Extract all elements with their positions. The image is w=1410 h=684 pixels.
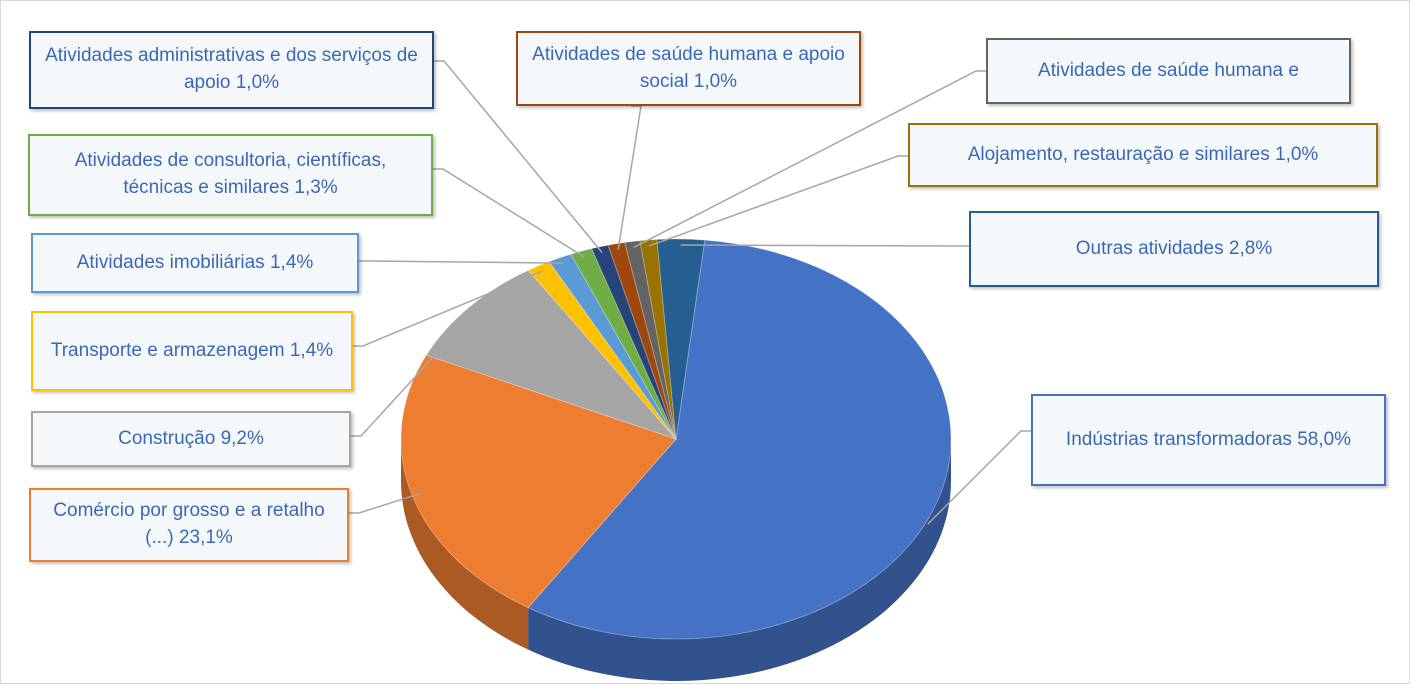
leader-line: [649, 155, 908, 247]
label-text: Comércio por grosso e a retalho (...) 23…: [41, 498, 337, 551]
leader-line: [927, 430, 1031, 525]
category-name: Alojamento, restauração e similares: [967, 143, 1270, 165]
category-name: Atividades imobiliárias: [76, 251, 265, 273]
slice: [400, 354, 677, 609]
slice: [570, 248, 677, 440]
category-name: Transporte e armazenagem: [50, 339, 285, 361]
slice: [425, 269, 678, 441]
slice: [590, 244, 677, 440]
leader-line: [433, 168, 585, 258]
label-text: Atividades imobiliárias 1,4%: [77, 250, 314, 277]
value-label: 1,0%: [693, 70, 738, 92]
slice-side: [401, 439, 529, 650]
value-label: 1,0%: [1275, 143, 1319, 165]
value-label: 9,2%: [220, 427, 264, 449]
leader-line: [617, 105, 642, 250]
data-label: Transporte e armazenagem 1,4%: [31, 311, 353, 391]
category-name: Comércio por grosso e a retalho (...): [53, 500, 325, 548]
label-text: Atividades de saúde humana e apoio socia…: [528, 42, 849, 95]
leader-line: [633, 70, 986, 249]
label-text: Indústrias transformadoras 58,0%: [1066, 427, 1351, 454]
slice: [607, 241, 677, 440]
value-label: 58,0%: [1297, 428, 1352, 450]
label-text: Atividades administrativas e dos serviço…: [41, 43, 422, 96]
category-name: Indústrias transformadoras: [1065, 428, 1292, 450]
category-name: Atividades de saúde humana e apoio socia…: [532, 43, 845, 92]
leader-line: [680, 244, 969, 247]
category-name: Construção: [118, 427, 216, 449]
value-label: 1,4%: [269, 251, 314, 273]
label-text: Transporte e armazenagem 1,4%: [51, 338, 333, 365]
label-text: Atividades de saúde humana e: [1038, 58, 1299, 85]
label-text: Outras atividades 2,8%: [1076, 236, 1272, 263]
value-label: 1,3%: [294, 177, 338, 198]
slice: [548, 253, 677, 440]
data-label: Comércio por grosso e a retalho (...) 23…: [29, 488, 349, 562]
leaders: [349, 60, 1031, 525]
data-label: Alojamento, restauração e similares 1,0%: [908, 123, 1378, 187]
data-label: Indústrias transformadoras 58,0%: [1031, 394, 1386, 486]
slice: [656, 238, 706, 440]
data-label: Construção 9,2%: [31, 411, 351, 467]
category-name: Atividades de consultoria, científicas, …: [74, 150, 387, 198]
value-label: 2,8%: [1228, 237, 1273, 259]
value-label: 1,4%: [289, 339, 334, 361]
data-label: Atividades de saúde humana e apoio socia…: [516, 31, 861, 106]
value-label: 23,1%: [178, 527, 233, 548]
leader-line: [349, 492, 421, 514]
leader-line: [353, 270, 544, 347]
slice-side: [528, 439, 951, 681]
label-text: Alojamento, restauração e similares 1,0%: [968, 142, 1319, 169]
data-label: Atividades de saúde humana e: [986, 38, 1351, 104]
category-name: Atividades administrativas e dos serviço…: [45, 45, 418, 93]
leader-line: [359, 260, 564, 264]
leader-line: [434, 60, 603, 254]
data-label: Atividades administrativas e dos serviço…: [29, 31, 434, 109]
leader-line: [351, 310, 476, 437]
pie-tops: [400, 238, 952, 640]
slice: [527, 239, 952, 640]
pie-sides: [401, 439, 951, 681]
data-label: Atividades imobiliárias 1,4%: [31, 233, 359, 293]
category-name: Atividades de saúde humana e: [1038, 59, 1299, 81]
data-label: Atividades de consultoria, científicas, …: [28, 134, 433, 216]
label-text: Atividades de consultoria, científicas, …: [40, 148, 421, 201]
value-label: 1,0%: [235, 72, 280, 93]
category-name: Outras atividades: [1075, 237, 1224, 259]
data-label: Outras atividades 2,8%: [969, 211, 1379, 287]
slice: [527, 260, 677, 440]
label-text: Construção 9,2%: [118, 426, 264, 453]
slice: [624, 240, 677, 440]
